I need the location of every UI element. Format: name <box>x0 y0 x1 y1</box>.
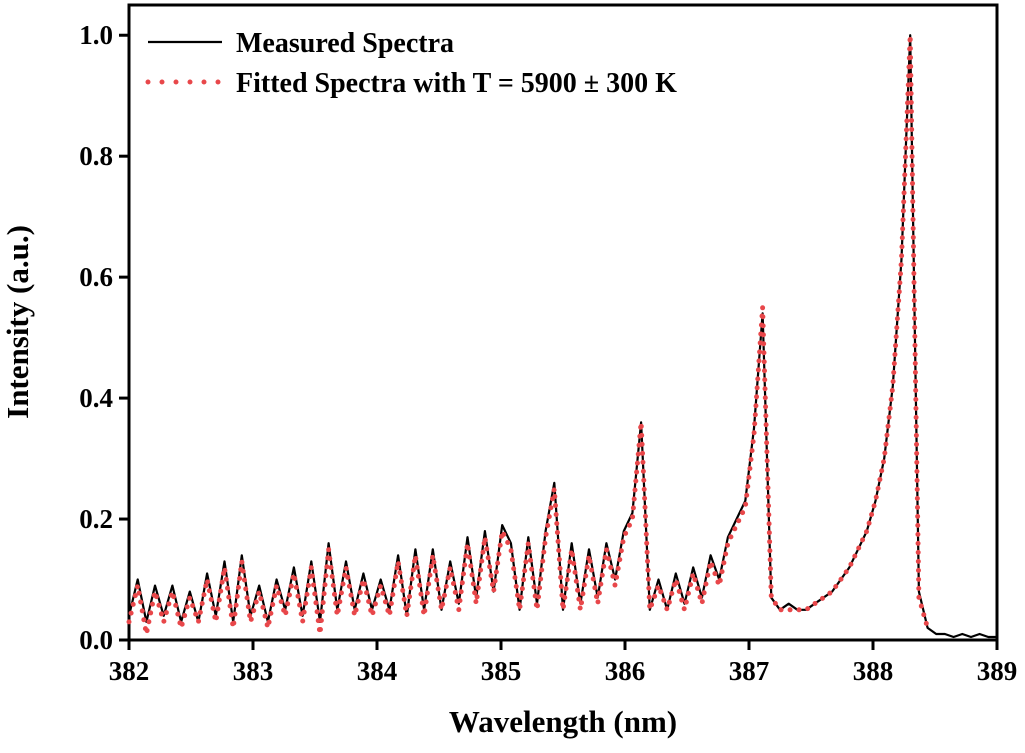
series-line <box>126 35 931 638</box>
x-tick-label: 389 <box>977 656 1018 686</box>
plot-frame <box>127 3 999 642</box>
y-tick-label: 1.0 <box>79 20 113 50</box>
legend-label: Fitted Spectra with T = 5900 ± 300 K <box>236 68 677 99</box>
y-tick-label: 0.2 <box>79 504 113 534</box>
x-tick-label: 384 <box>357 656 398 686</box>
y-tick-label: 0.0 <box>79 625 113 655</box>
x-tick-label: 386 <box>605 656 646 686</box>
x-tick-label: 387 <box>729 656 770 686</box>
y-axis-label: Intensity (a.u.) <box>0 225 35 419</box>
x-tick-label: 385 <box>481 656 522 686</box>
y-tick-label: 0.6 <box>79 262 113 292</box>
x-axis-label: Wavelength (nm) <box>449 704 677 739</box>
y-tick-label: 0.4 <box>79 383 113 413</box>
x-tick-label: 382 <box>109 656 150 686</box>
series-line <box>127 34 997 639</box>
x-tick-label: 388 <box>853 656 894 686</box>
y-tick-label: 0.8 <box>79 141 113 171</box>
legend-label: Measured Spectra <box>236 28 454 59</box>
x-tick-label: 383 <box>233 656 274 686</box>
